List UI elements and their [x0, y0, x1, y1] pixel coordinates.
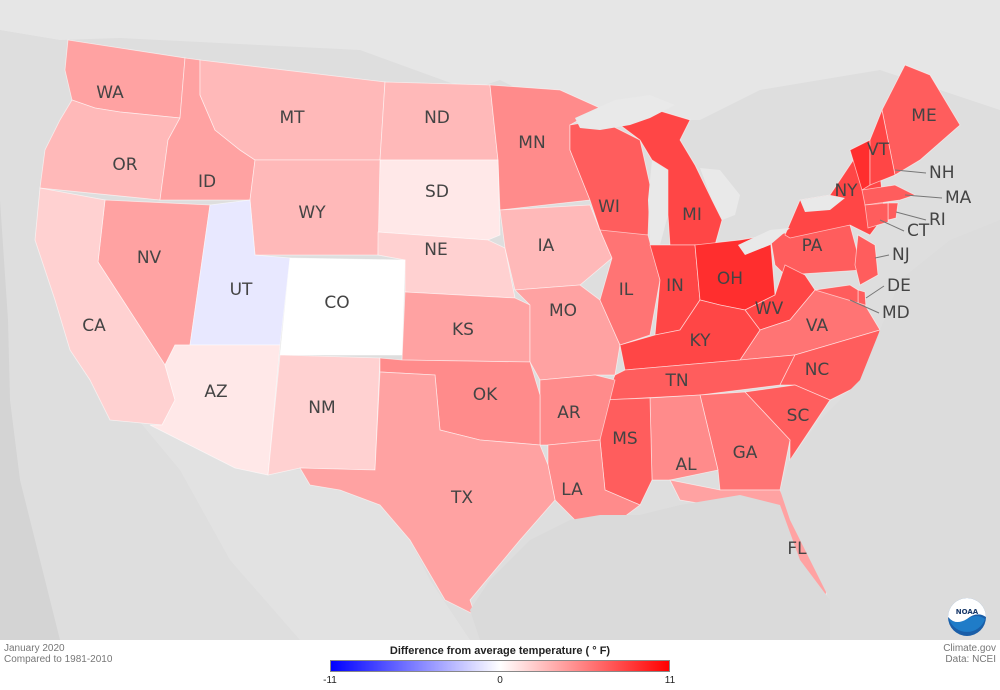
state-label-ct: CT: [907, 221, 930, 241]
state-label-id: ID: [197, 172, 217, 192]
baseline-label: Compared to 1981-2010: [4, 654, 113, 665]
noaa-logo-icon: NOAA: [948, 598, 986, 636]
gulf-of-mexico: [470, 495, 830, 640]
lake-superior: [575, 95, 675, 130]
state-label-ia: IA: [537, 236, 555, 256]
state-label-oh: OH: [716, 269, 744, 289]
lake-michigan: [648, 160, 668, 245]
legend-title: Difference from average temperature ( ° …: [389, 645, 611, 657]
states-layer: [34, 39, 961, 616]
state-label-az: AZ: [204, 382, 228, 402]
state-shape-tx: [299, 371, 556, 616]
leader-line-nh: [894, 169, 927, 174]
state-label-tn: TN: [665, 371, 689, 391]
state-label-va: VA: [805, 316, 829, 336]
lake-erie: [738, 228, 790, 255]
state-label-mt: MT: [279, 108, 305, 128]
mexico-landmass: [130, 410, 470, 640]
state-label-nv: NV: [136, 248, 162, 268]
legend-color-bar: [330, 660, 670, 672]
state-shape-nh: [869, 108, 896, 186]
atlantic-ocean: [780, 220, 1000, 640]
state-label-il: IL: [618, 280, 634, 300]
state-label-ma: MA: [945, 188, 972, 208]
state-shape-ca: [34, 187, 176, 426]
state-label-wv: WV: [754, 299, 784, 319]
canada-landmass: [0, 0, 1000, 120]
leader-line-md: [849, 299, 880, 314]
state-label-fl: FL: [787, 539, 807, 559]
state-label-ms: MS: [612, 429, 638, 449]
legend-min-label: -11: [323, 675, 337, 686]
state-label-ut: UT: [229, 280, 253, 300]
map-area: WA OR ID MT ND MN SD WY NE IA WI MI NV UT CO CA AZ NM KS MO…: [0, 0, 1000, 640]
leader-line-ct: [879, 219, 905, 232]
state-label-al: AL: [675, 455, 697, 475]
state-label-ok: OK: [472, 385, 498, 405]
lake-huron: [700, 168, 740, 220]
state-label-sd: SD: [425, 182, 449, 202]
state-shape-mi: [598, 107, 723, 246]
data-source-label: Data: NCEI: [945, 654, 996, 665]
state-label-nm: NM: [308, 398, 336, 418]
us-map: [0, 0, 1000, 640]
date-label: January 2020: [4, 643, 65, 654]
state-label-ga: GA: [732, 443, 758, 463]
state-label-co: CO: [324, 293, 350, 313]
state-label-sc: SC: [786, 406, 810, 426]
state-label-wi: WI: [598, 197, 620, 217]
state-shape-az: [149, 344, 281, 476]
state-label-nh: NH: [929, 163, 955, 183]
state-shape-ia: [499, 204, 613, 291]
svg-text:NOAA: NOAA: [956, 608, 979, 616]
leader-line-ri: [895, 211, 927, 221]
state-shape-ma: [861, 184, 917, 206]
state-label-ca: CA: [82, 316, 106, 336]
state-label-nd: ND: [424, 108, 450, 128]
legend-mid-label: 0: [497, 675, 503, 686]
pacific-ocean: [0, 0, 60, 640]
source-site-label: Climate.gov: [943, 643, 996, 654]
state-label-ks: KS: [452, 320, 474, 340]
leader-line-nj: [874, 254, 890, 259]
state-shape-ct: [864, 202, 889, 229]
leader-line-ma: [904, 194, 943, 199]
state-label-mn: MN: [518, 133, 546, 153]
state-shape-mo: [514, 284, 621, 381]
lake-ontario: [800, 195, 845, 212]
state-label-ri: RI: [929, 210, 946, 230]
state-label-nc: NC: [804, 360, 830, 380]
state-label-or: OR: [112, 155, 138, 175]
state-label-pa: PA: [801, 236, 823, 256]
state-label-vt: VT: [866, 140, 890, 160]
state-label-mi: MI: [682, 205, 702, 225]
state-label-ar: AR: [557, 403, 581, 423]
leader-line-de: [865, 285, 885, 299]
state-label-wy: WY: [298, 203, 326, 223]
state-label-nj: NJ: [892, 245, 910, 265]
state-label-ne: NE: [424, 240, 448, 260]
state-shape-wy: [249, 159, 381, 256]
state-label-la: LA: [561, 480, 583, 500]
state-label-md: MD: [882, 303, 910, 323]
state-label-ky: KY: [689, 331, 711, 351]
state-shape-ms: [599, 397, 653, 506]
state-label-de: DE: [887, 276, 911, 296]
state-label-tx: TX: [450, 488, 474, 508]
legend-max-label: 11: [664, 675, 676, 686]
state-label-wa: WA: [96, 83, 124, 103]
state-shape-nj: [854, 234, 879, 286]
state-label-ny: NY: [834, 181, 858, 201]
state-label-me: ME: [911, 106, 937, 126]
state-label-in: IN: [666, 276, 684, 296]
state-label-mo: MO: [548, 301, 578, 321]
